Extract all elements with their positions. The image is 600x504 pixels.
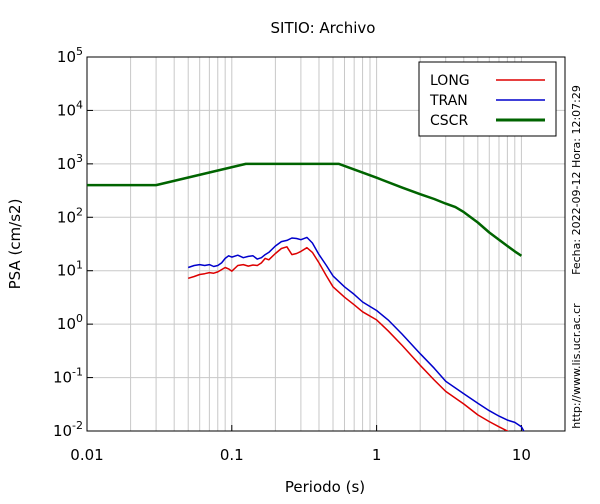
x-tick-label: 0.01 bbox=[70, 446, 103, 464]
y-axis-label: PSA (cm/s2) bbox=[6, 199, 24, 290]
x-tick-label: 10 bbox=[512, 446, 531, 464]
legend-box bbox=[418, 61, 557, 137]
legend-label-cscr: CSCR bbox=[430, 113, 468, 129]
y-tick-label: 102 bbox=[57, 205, 83, 226]
series-line-cscr bbox=[87, 162, 523, 257]
date-stamp: Fecha: 2022-09-12 Hora: 12:07:29 bbox=[570, 85, 583, 275]
y-tick-label: 105 bbox=[57, 45, 83, 66]
series-lines bbox=[87, 162, 525, 431]
legend: LONG TRAN CSCR bbox=[418, 61, 557, 137]
x-tick-label: 1 bbox=[372, 446, 382, 464]
y-tick-label: 100 bbox=[57, 312, 83, 333]
y-tick-label: 101 bbox=[57, 259, 83, 280]
y-tick-label: 103 bbox=[57, 152, 83, 173]
series-line-tran bbox=[187, 236, 525, 431]
y-tick-label: 10-2 bbox=[53, 419, 83, 440]
y-tick-label: 104 bbox=[57, 98, 83, 119]
series-line-long bbox=[187, 246, 510, 431]
y-tick-label: 10-1 bbox=[53, 366, 83, 387]
grid bbox=[87, 57, 565, 431]
legend-label-long: LONG bbox=[430, 73, 470, 89]
axis-ticks: 0.01 0.1 1 10 10-2 10-1 100 101 102 103 104 105 bbox=[53, 45, 531, 464]
legend-label-tran: TRAN bbox=[429, 93, 468, 109]
chart-title: SITIO: Archivo bbox=[271, 19, 376, 37]
plot-frame bbox=[86, 56, 566, 432]
website-url: http://www.lis.ucr.ac.cr bbox=[570, 303, 583, 429]
x-axis-label: Periodo (s) bbox=[285, 478, 365, 496]
x-tick-label: 0.1 bbox=[220, 446, 244, 464]
